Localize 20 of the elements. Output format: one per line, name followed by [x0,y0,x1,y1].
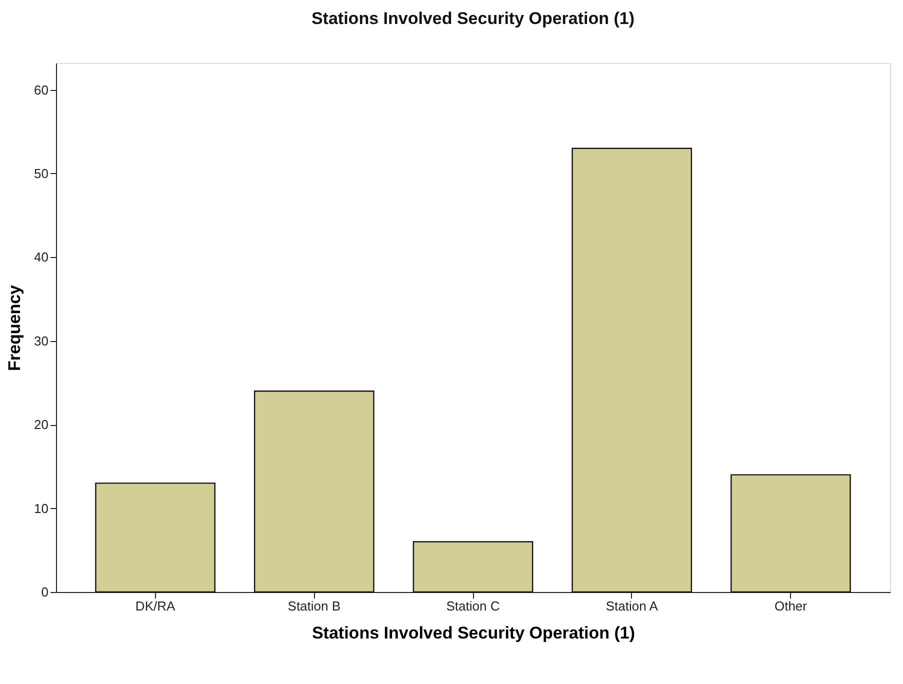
y-tick-label: 60 [34,82,48,98]
x-tick-label: DK/RA [135,598,176,614]
x-tick-label: Other [774,598,808,614]
y-tick-label: 20 [34,417,48,432]
x-tick-label: Station C [446,598,500,614]
y-tick-label: 0 [41,584,48,600]
x-tick-label: Station A [606,598,658,614]
bar [95,482,216,593]
bar [572,148,692,593]
bar [254,390,374,593]
chart-title: Stations Involved Security Operation (1) [311,9,635,28]
bar [412,541,534,593]
y-axis-title: Frequency [5,284,24,371]
bar [730,474,851,593]
x-tick-label: Station B [288,598,341,614]
y-tick-label: 50 [34,166,48,181]
x-axis-title: Stations Involved Security Operation (1) [312,624,636,642]
y-tick-label: 40 [34,250,48,265]
y-tick-label: 10 [34,500,48,516]
y-tick-label: 30 [34,333,48,348]
